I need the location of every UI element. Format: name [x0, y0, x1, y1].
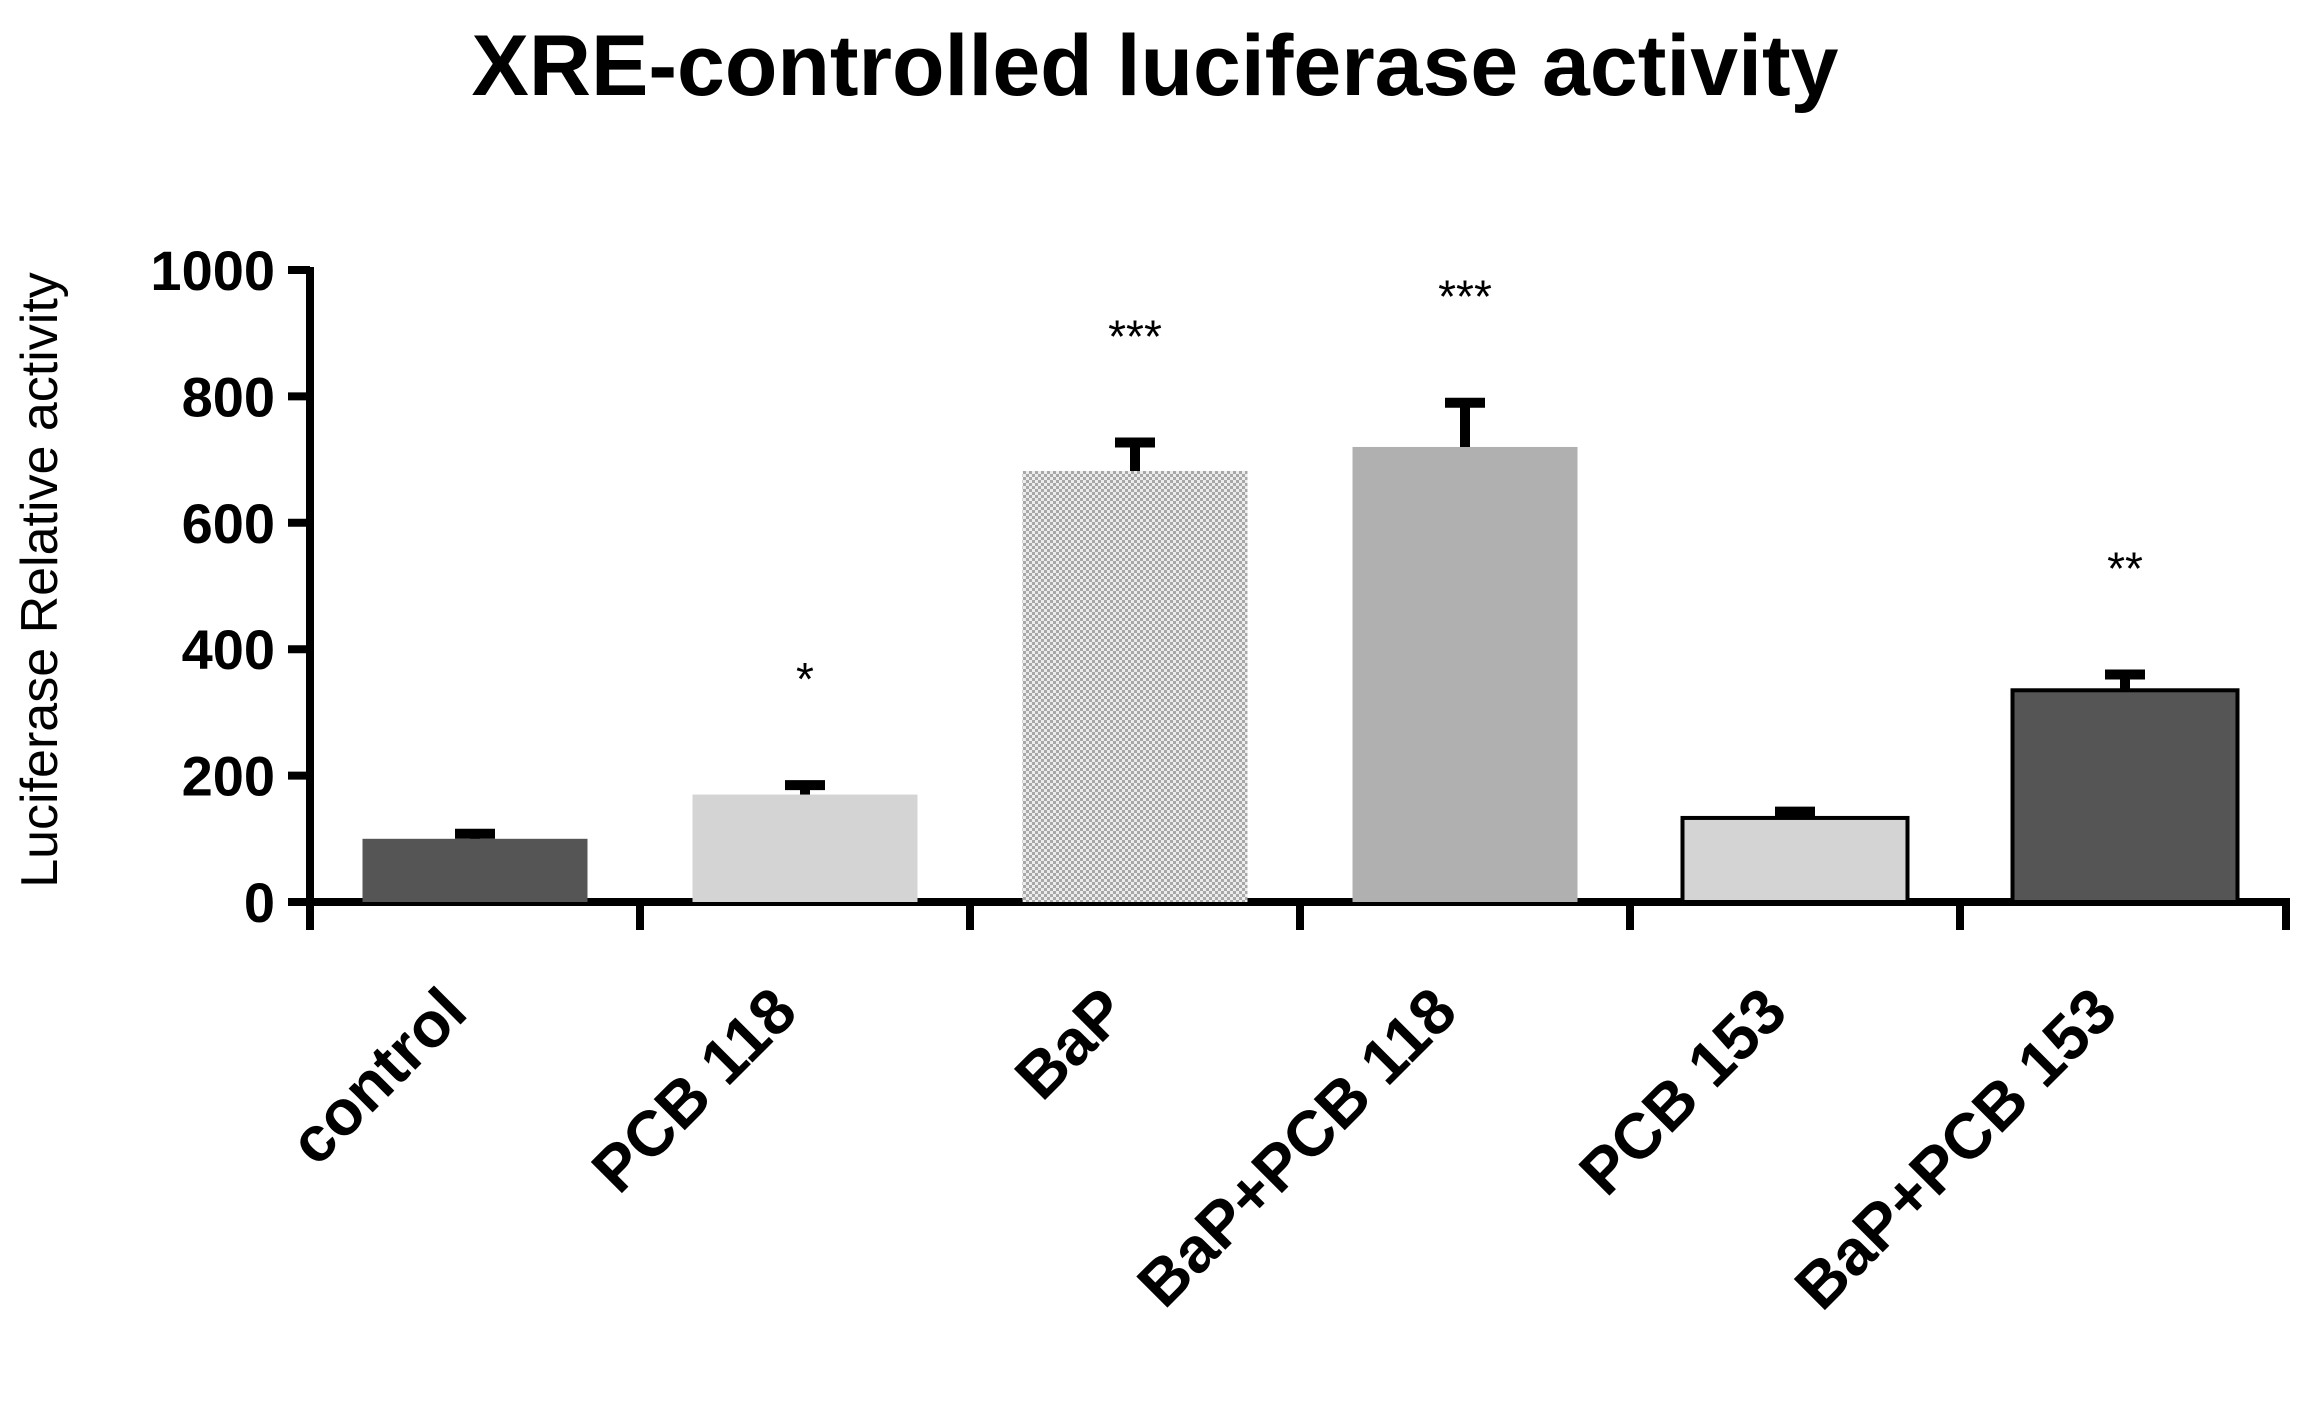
bars	[362, 446, 2240, 905]
bar-bap	[1022, 470, 1248, 902]
bar-bap-pcb-153	[2010, 688, 2240, 905]
significance-marker: ***	[1108, 311, 1162, 363]
x-tick-label: BaP+PCB 153	[1781, 974, 2130, 1323]
y-tick-label: 0	[244, 871, 275, 934]
bar-control	[362, 838, 588, 902]
y-tick-label: 200	[182, 745, 275, 808]
bar-bap-pcb-118	[1352, 446, 1578, 902]
y-tick-label: 400	[182, 618, 275, 681]
y-tick-label: 600	[182, 492, 275, 555]
x-axis	[306, 898, 2290, 930]
significance-marker: **	[2107, 542, 2143, 594]
x-tick-label: PCB 153	[1565, 974, 1800, 1209]
x-tick-label: BaP	[1001, 974, 1140, 1113]
significance-marker: *	[796, 653, 814, 705]
y-axis-label: Luciferase Relative activity	[11, 272, 69, 888]
significance-annotations: *********	[796, 271, 2143, 705]
bar-pcb-153	[1680, 815, 1910, 904]
chart-title: XRE-controlled luciferase activity	[472, 18, 1839, 114]
x-tick-label: PCB 118	[578, 974, 810, 1206]
error-bars	[455, 397, 2145, 839]
x-tick-label: BaP+PCB 118	[1123, 974, 1470, 1321]
x-tick-label: control	[276, 974, 480, 1178]
y-tick-label: 800	[182, 365, 275, 428]
y-tick-label: 1000	[150, 239, 275, 302]
significance-marker: ***	[1438, 271, 1492, 323]
y-axis: 0 200 400 600 800 1000	[150, 239, 314, 934]
bar-pcb-118	[692, 794, 918, 902]
